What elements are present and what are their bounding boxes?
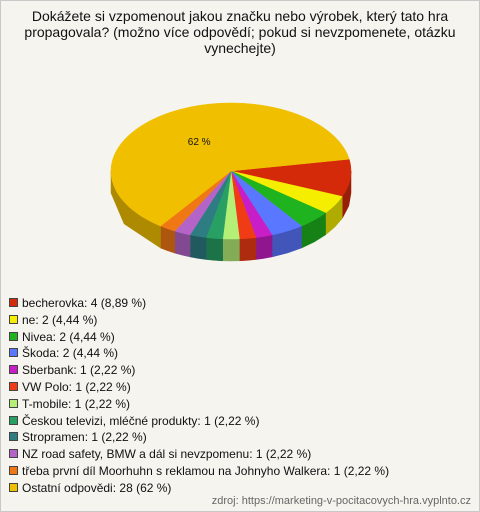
legend-label: třeba první díl Moorhuhn s reklamou na J… — [22, 463, 390, 478]
pie-slice — [174, 170, 232, 258]
legend-swatch — [9, 314, 18, 324]
legend-label: Českou televizi, mléčné produkty: 1 (2,2… — [22, 413, 260, 428]
pie-slice — [230, 170, 273, 260]
legend-label: ne: 2 (4,44 %) — [22, 312, 98, 327]
pie-slice-top — [230, 158, 352, 197]
legend-item: Stropramen: 1 (2,22 %) — [9, 429, 389, 446]
legend-label: Nivea: 2 (4,44 %) — [22, 329, 115, 344]
pie-slice — [230, 170, 327, 249]
legend-swatch — [9, 415, 18, 425]
legend-label: Sberbank: 1 (2,22 %) — [22, 363, 136, 378]
pie-slice — [230, 158, 352, 219]
chart-title: Dokážete si vzpomenout jakou značku nebo… — [24, 8, 456, 56]
pie-slice-top — [222, 170, 240, 240]
pie-slice-top — [230, 170, 257, 240]
legend-item: Českou televizi, mléčné produkty: 1 (2,2… — [9, 413, 389, 430]
pie-slice-top — [174, 170, 232, 236]
legend-swatch — [9, 449, 18, 459]
pie-slice-top — [230, 170, 303, 236]
legend-label: T-mobile: 1 (2,22 %) — [22, 396, 131, 411]
pie-slice-top — [110, 102, 350, 227]
legend-item: T-mobile: 1 (2,22 %) — [9, 396, 389, 413]
pie-slice-side — [239, 237, 257, 262]
legend-item: třeba první díl Moorhuhn s reklamou na J… — [9, 463, 389, 480]
pie-slice-top — [230, 170, 343, 214]
legend: becherovka: 4 (8,89 %) ne: 2 (4,44 %) Nive… — [9, 295, 389, 497]
pie-slice-top — [160, 170, 232, 232]
legend-label: Ostatní odpovědi: 28 (62 %) — [22, 480, 172, 495]
pie-slice — [110, 102, 350, 249]
legend-label: Škoda: 2 (4,44 %) — [22, 346, 119, 361]
data-label: 62 % — [188, 137, 211, 148]
pie: 62 % — [110, 102, 352, 262]
legend-label: Stropramen: 1 (2,22 %) — [22, 430, 147, 445]
legend-swatch — [9, 298, 18, 307]
legend-item: VW Polo: 1 (2,22 %) — [9, 379, 389, 396]
legend-label: NZ road safety, BMW a dál si nevzpomenu:… — [22, 447, 312, 462]
pie-slice — [230, 170, 303, 258]
legend-label: becherovka: 4 (8,89 %) — [22, 296, 147, 310]
pie-slice — [222, 170, 240, 262]
legend-label: VW Polo: 1 (2,22 %) — [22, 379, 131, 394]
pie-slice-top — [230, 170, 327, 227]
pie-slice — [230, 170, 257, 262]
legend-swatch — [9, 398, 18, 408]
legend-swatch — [9, 482, 18, 492]
pie-slice — [160, 170, 232, 254]
pie-slice-side — [222, 238, 240, 262]
pie-slice-side — [255, 234, 273, 260]
legend-swatch — [9, 432, 18, 442]
legend-swatch — [9, 331, 18, 341]
pie-slice-top — [189, 170, 232, 238]
legend-swatch — [9, 365, 18, 375]
pie-slice-side — [189, 234, 207, 260]
pie-slice-side — [174, 230, 191, 258]
legend-item: ne: 2 (4,44 %) — [9, 312, 389, 329]
legend-swatch — [9, 381, 18, 391]
legend-swatch — [9, 348, 18, 358]
legend-item: Nivea: 2 (4,44 %) — [9, 329, 389, 346]
legend-swatch — [9, 465, 18, 475]
legend-item: Škoda: 2 (4,44 %) — [9, 345, 389, 362]
legend-item: Ostatní odpovědi: 28 (62 %) — [9, 480, 389, 497]
pie-slice-side — [205, 237, 223, 262]
pie-slice-top — [230, 170, 273, 238]
pie-slice — [189, 170, 232, 260]
legend-item: becherovka: 4 (8,89 %) — [9, 295, 389, 312]
pie-slice — [230, 170, 343, 236]
legend-item: Sberbank: 1 (2,22 %) — [9, 362, 389, 379]
source: zdroj: https://marketing-v-pocitacovych-… — [211, 495, 471, 507]
legend-item: NZ road safety, BMW a dál si nevzpomenu:… — [9, 446, 389, 463]
